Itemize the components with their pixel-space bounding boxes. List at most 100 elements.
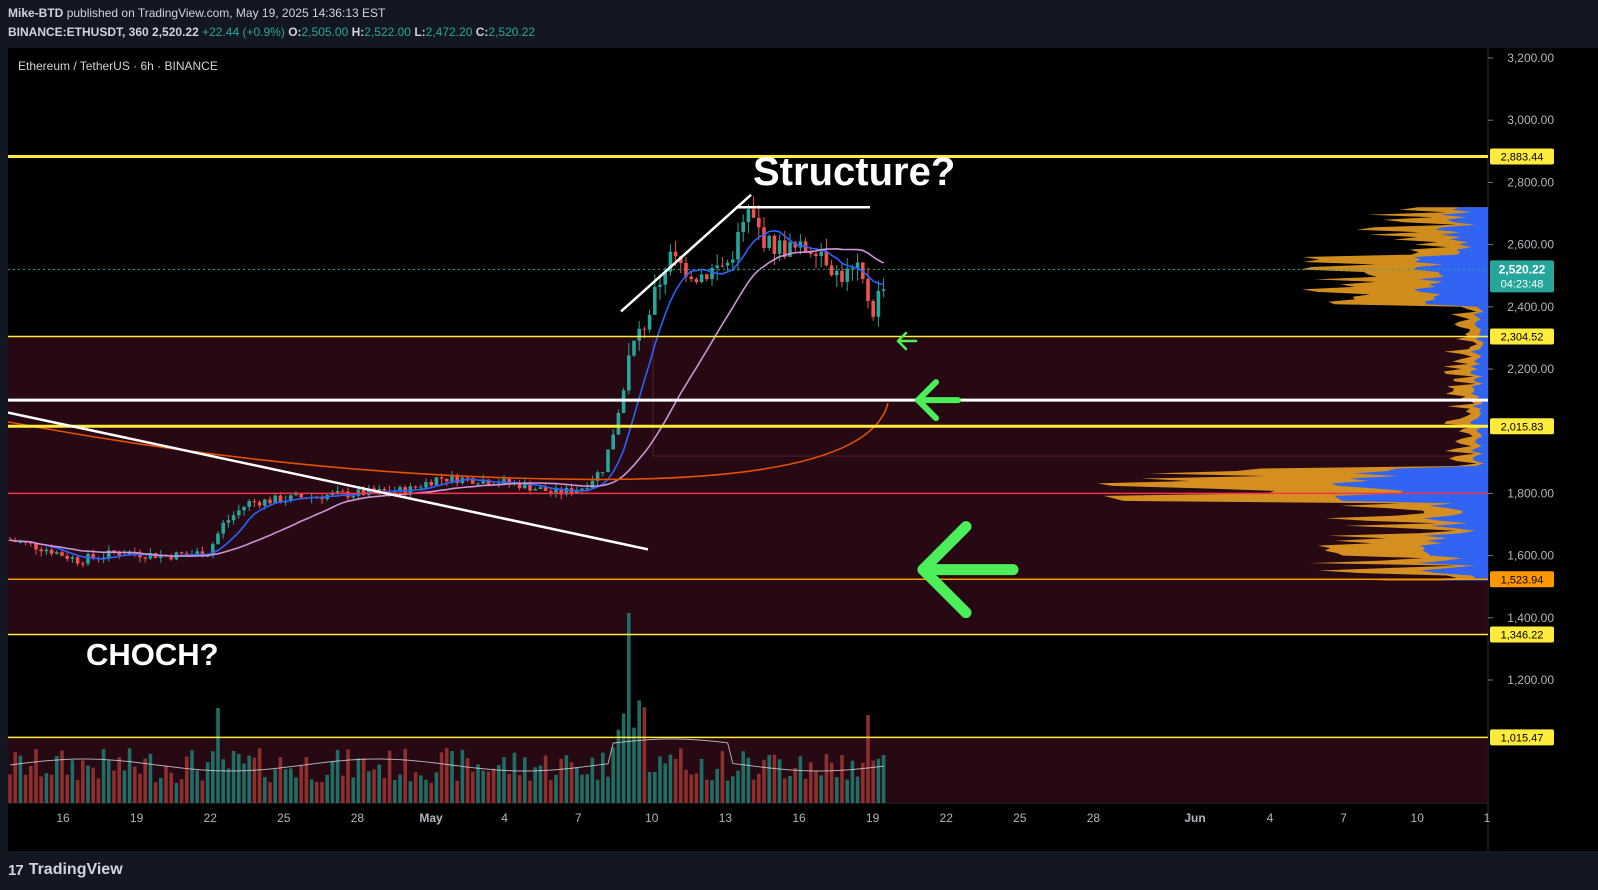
candle-body[interactable]: [871, 300, 875, 317]
volume-bar[interactable]: [138, 773, 142, 803]
volume-bar[interactable]: [621, 713, 626, 803]
candle-body[interactable]: [528, 483, 532, 491]
volume-bar[interactable]: [122, 770, 127, 803]
candle-body[interactable]: [554, 488, 558, 493]
volume-bar[interactable]: [39, 776, 43, 803]
volume-bar[interactable]: [517, 775, 522, 803]
volume-bar[interactable]: [283, 769, 288, 803]
volume-bar[interactable]: [757, 773, 761, 803]
structure-annotation[interactable]: Structure?: [753, 150, 955, 194]
candle-body[interactable]: [751, 209, 756, 218]
volume-bar[interactable]: [361, 758, 366, 803]
volume-bar[interactable]: [445, 748, 449, 803]
volume-bar[interactable]: [29, 765, 33, 803]
candle-body[interactable]: [507, 478, 511, 484]
volume-bar[interactable]: [658, 756, 662, 803]
volume-bar[interactable]: [330, 761, 335, 803]
candle-body[interactable]: [75, 557, 80, 564]
volume-bar[interactable]: [8, 774, 12, 803]
candle-body[interactable]: [273, 495, 277, 504]
volume-bar[interactable]: [231, 750, 236, 803]
volume-bar[interactable]: [881, 755, 886, 803]
volume-bar[interactable]: [127, 748, 132, 803]
candle-body[interactable]: [231, 515, 236, 521]
candle-body[interactable]: [679, 256, 683, 263]
volume-bar[interactable]: [595, 779, 600, 803]
volume-bar[interactable]: [439, 752, 444, 803]
candle-body[interactable]: [564, 487, 569, 495]
candle-body[interactable]: [356, 489, 361, 496]
candle-body[interactable]: [393, 491, 397, 493]
candle-body[interactable]: [819, 251, 823, 257]
volume-bar[interactable]: [720, 751, 725, 803]
candle-body[interactable]: [788, 242, 792, 257]
candle-body[interactable]: [881, 289, 886, 291]
volume-bar[interactable]: [424, 779, 428, 803]
volume-bar[interactable]: [434, 772, 439, 803]
volume-bar[interactable]: [408, 781, 413, 803]
candle-body[interactable]: [705, 274, 709, 280]
volume-bar[interactable]: [850, 760, 855, 803]
volume-bar[interactable]: [455, 780, 459, 803]
volume-bar[interactable]: [107, 760, 111, 803]
candle-body[interactable]: [65, 555, 69, 559]
volume-bar[interactable]: [606, 776, 610, 803]
time-axis[interactable]: [8, 803, 1488, 851]
candle-body[interactable]: [294, 494, 298, 496]
candle-body[interactable]: [621, 390, 626, 413]
volume-bar[interactable]: [585, 774, 589, 803]
volume-bar[interactable]: [268, 782, 272, 803]
candle-body[interactable]: [486, 479, 491, 485]
candle-body[interactable]: [710, 267, 714, 280]
volume-bar[interactable]: [793, 767, 797, 803]
candle-body[interactable]: [450, 475, 454, 482]
publisher-name[interactable]: Mike-BTD: [8, 6, 64, 20]
candle-body[interactable]: [590, 480, 595, 488]
candle-body[interactable]: [772, 235, 777, 254]
volume-bar[interactable]: [481, 770, 485, 803]
volume-bar[interactable]: [538, 765, 543, 803]
medium-arrow-icon[interactable]: [915, 379, 961, 422]
candle-body[interactable]: [616, 412, 621, 435]
volume-bar[interactable]: [393, 779, 397, 803]
candle-body[interactable]: [632, 340, 636, 356]
volume-bar[interactable]: [18, 755, 23, 803]
candle-body[interactable]: [725, 262, 730, 266]
candle-body[interactable]: [767, 235, 771, 249]
volume-bar[interactable]: [377, 764, 381, 803]
volume-bar[interactable]: [195, 770, 199, 803]
small-arrow-icon[interactable]: [896, 331, 918, 351]
candle-body[interactable]: [465, 477, 470, 479]
volume-bar[interactable]: [507, 774, 511, 803]
candle-body[interactable]: [736, 232, 740, 260]
candle-body[interactable]: [611, 434, 615, 450]
candle-body[interactable]: [138, 553, 142, 558]
volume-bar[interactable]: [320, 781, 324, 803]
volume-bar[interactable]: [226, 768, 231, 803]
candle-body[interactable]: [798, 241, 803, 248]
candle-body[interactable]: [809, 251, 813, 254]
volume-bar[interactable]: [49, 774, 54, 803]
volume-bar[interactable]: [731, 776, 735, 803]
volume-bar[interactable]: [715, 768, 719, 803]
candle-body[interactable]: [226, 520, 231, 523]
candle-body[interactable]: [829, 265, 834, 276]
volume-bar[interactable]: [601, 752, 605, 803]
volume-bar[interactable]: [725, 780, 730, 803]
candle-body[interactable]: [876, 290, 881, 317]
candle-body[interactable]: [60, 552, 64, 556]
volume-bar[interactable]: [694, 773, 699, 803]
candle-body[interactable]: [850, 268, 855, 270]
volume-bar[interactable]: [751, 779, 756, 803]
volume-bar[interactable]: [81, 760, 85, 803]
candle-body[interactable]: [502, 478, 506, 484]
candle-body[interactable]: [424, 482, 428, 488]
candle-body[interactable]: [221, 522, 225, 534]
candle-body[interactable]: [70, 557, 75, 559]
volume-bar[interactable]: [148, 753, 153, 803]
candle-body[interactable]: [840, 270, 844, 282]
candle-body[interactable]: [777, 240, 782, 254]
volume-bar[interactable]: [294, 777, 298, 803]
volume-bar[interactable]: [653, 771, 657, 803]
candle-body[interactable]: [159, 554, 163, 558]
